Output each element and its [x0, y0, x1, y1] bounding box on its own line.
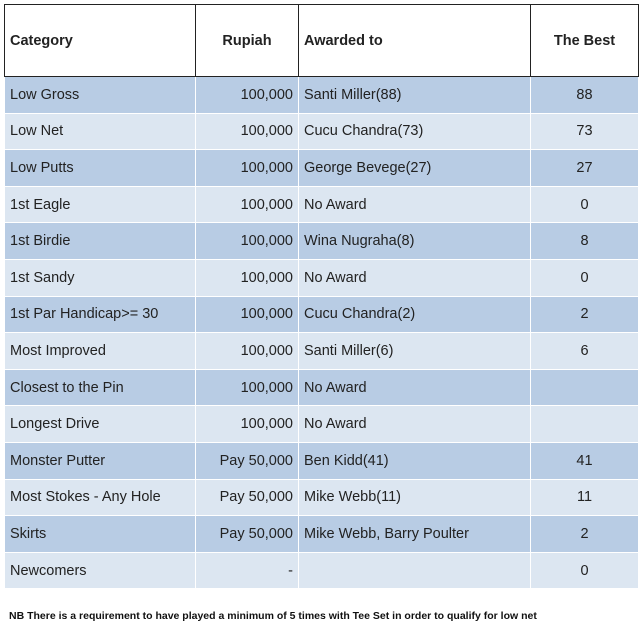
table-cell: 88: [530, 76, 639, 114]
table-cell: 1st Eagle: [4, 185, 196, 224]
table-cell: Skirts: [4, 515, 196, 553]
table-cell: [530, 368, 639, 407]
table-cell: 41: [530, 441, 639, 480]
table-cell: 0: [530, 258, 639, 297]
table-row: Most Improved 100,000 Santi Miller(6) 6: [4, 332, 639, 370]
table-cell: Most Stokes - Any Hole: [4, 478, 196, 517]
table-cell: No Award: [298, 185, 531, 224]
table-cell: 73: [530, 112, 639, 151]
table-cell: 100,000: [195, 405, 299, 443]
table-row: Monster Putter Pay 50,000 Ben Kidd(41) 41: [4, 441, 639, 480]
header-row: Category Rupiah Awarded to The Best: [4, 4, 639, 77]
table-cell: 0: [530, 185, 639, 224]
table-cell: Cucu Chandra(2): [298, 295, 531, 334]
column-header: The Best: [530, 4, 639, 77]
table-cell: Santi Miller(6): [298, 332, 531, 370]
table-row: 1st Birdie 100,000 Wina Nugraha(8) 8: [4, 222, 639, 260]
table-cell: 100,000: [195, 332, 299, 370]
table-cell: Low Gross: [4, 76, 196, 114]
table-cell: 100,000: [195, 112, 299, 151]
table-row: 1st Par Handicap>= 30 100,000 Cucu Chandra…: [4, 295, 639, 334]
table-cell: 1st Birdie: [4, 222, 196, 260]
table-cell: -: [195, 551, 299, 590]
table-row: Longest Drive 100,000 No Award: [4, 405, 639, 443]
table-cell: 0: [530, 551, 639, 590]
table-cell: George Bevege(27): [298, 149, 531, 187]
table-cell: [530, 405, 639, 443]
table-cell: Low Putts: [4, 149, 196, 187]
table-row: Most Stokes - Any Hole Pay 50,000 Mike Web…: [4, 478, 639, 517]
table-row: Low Putts 100,000 George Bevege(27) 27: [4, 149, 639, 187]
table-cell: Pay 50,000: [195, 478, 299, 517]
table-cell: Mike Webb(11): [298, 478, 531, 517]
footnote: NB There is a requirement to have played…: [9, 610, 537, 622]
table-row: Newcomers - 0: [4, 551, 639, 590]
table-cell: Santi Miller(88): [298, 76, 531, 114]
table-row: Low Gross 100,000 Santi Miller(88) 88: [4, 76, 639, 114]
table-cell: No Award: [298, 258, 531, 297]
table-cell: Wina Nugraha(8): [298, 222, 531, 260]
table-cell: Longest Drive: [4, 405, 196, 443]
awards-table: Category Rupiah Awarded to The Best Low Gro…: [4, 4, 639, 590]
table-cell: 1st Sandy: [4, 258, 196, 297]
table-cell: [298, 551, 531, 590]
table-cell: 11: [530, 478, 639, 517]
table-cell: 1st Par Handicap>= 30: [4, 295, 196, 334]
table-cell: 6: [530, 332, 639, 370]
table-row: 1st Eagle 100,000 No Award 0: [4, 185, 639, 224]
table-cell: 100,000: [195, 149, 299, 187]
table-cell: Pay 50,000: [195, 515, 299, 553]
table-cell: 100,000: [195, 295, 299, 334]
table-cell: 100,000: [195, 76, 299, 114]
table-cell: 100,000: [195, 222, 299, 260]
table-cell: Mike Webb, Barry Poulter: [298, 515, 531, 553]
table-cell: Newcomers: [4, 551, 196, 590]
table-cell: 100,000: [195, 185, 299, 224]
table-cell: 100,000: [195, 368, 299, 407]
column-header: Category: [4, 4, 196, 77]
table-cell: 100,000: [195, 258, 299, 297]
table-cell: Low Net: [4, 112, 196, 151]
table-row: 1st Sandy 100,000 No Award 0: [4, 258, 639, 297]
table-cell: 27: [530, 149, 639, 187]
table-cell: No Award: [298, 368, 531, 407]
table-cell: Cucu Chandra(73): [298, 112, 531, 151]
table-cell: Most Improved: [4, 332, 196, 370]
table-cell: No Award: [298, 405, 531, 443]
table-row: Closest to the Pin 100,000 No Award: [4, 368, 639, 407]
table-cell: Pay 50,000: [195, 441, 299, 480]
table-cell: 2: [530, 295, 639, 334]
column-header: Rupiah: [195, 4, 299, 77]
table-cell: Ben Kidd(41): [298, 441, 531, 480]
table-row: Skirts Pay 50,000 Mike Webb, Barry Poulter…: [4, 515, 639, 553]
table-cell: 2: [530, 515, 639, 553]
table-cell: 8: [530, 222, 639, 260]
table-cell: Closest to the Pin: [4, 368, 196, 407]
table-cell: Monster Putter: [4, 441, 196, 480]
column-header: Awarded to: [298, 4, 531, 77]
table-row: Low Net 100,000 Cucu Chandra(73) 73: [4, 112, 639, 151]
